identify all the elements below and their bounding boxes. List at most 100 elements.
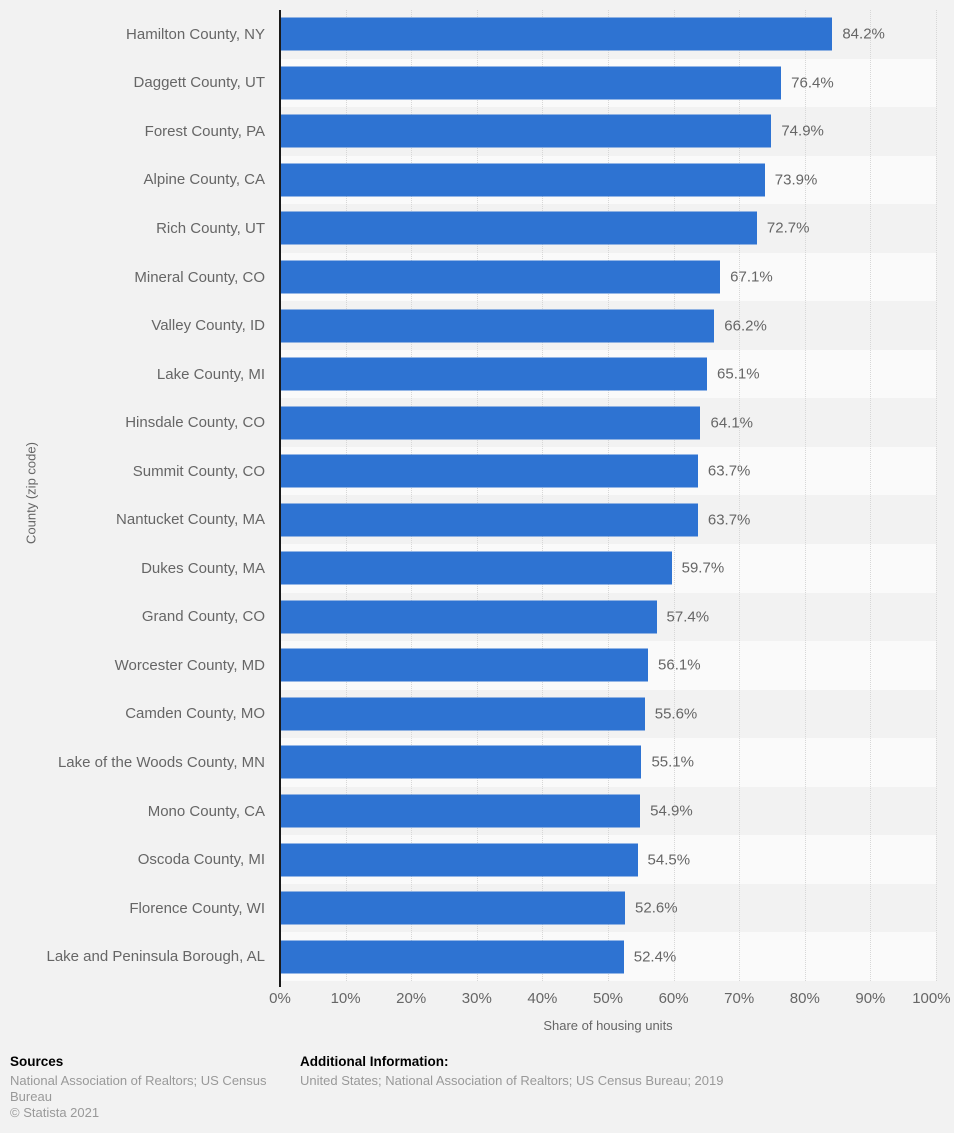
value-label: 84.2% xyxy=(842,25,885,43)
value-label: 66.2% xyxy=(724,317,767,335)
additional-info-text: United States; National Association of R… xyxy=(300,1073,724,1088)
y-axis-line xyxy=(279,10,281,987)
chart-row: Lake of the Woods County, MN 55.1% xyxy=(0,738,936,787)
row-band: 64.1% xyxy=(280,398,936,447)
row-band: 66.2% xyxy=(280,301,936,350)
row-band: 76.4% xyxy=(280,58,936,108)
chart-row: Nantucket County, MA 63.7% xyxy=(0,495,936,545)
copyright-notice: © Statista 2021 xyxy=(10,1105,100,1120)
row-band: 54.5% xyxy=(280,835,936,884)
category-label: Camden County, MO xyxy=(125,705,265,723)
bar xyxy=(280,309,715,343)
row-band: 59.7% xyxy=(280,544,936,593)
sources-text: National Association of Realtors; US Cen… xyxy=(10,1073,267,1104)
value-label: 59.7% xyxy=(681,559,725,577)
bar xyxy=(280,697,645,731)
row-band: 84.2% xyxy=(280,10,936,59)
gridline xyxy=(936,10,937,981)
row-band: 74.9% xyxy=(280,107,936,156)
additional-info-block: Additional Information: United States; N… xyxy=(300,1054,940,1089)
chart-row: Alpine County, CA 73.9% xyxy=(0,155,936,205)
row-band: 67.1% xyxy=(280,252,936,302)
row-band: 52.6% xyxy=(280,883,936,933)
x-tick: 100% xyxy=(912,990,951,1007)
category-label: Forest County, PA xyxy=(144,122,265,140)
x-tick: 80% xyxy=(789,990,820,1007)
value-label: 54.9% xyxy=(650,802,693,820)
category-label: Valley County, ID xyxy=(151,317,265,335)
x-tick: 30% xyxy=(461,990,492,1007)
chart-row: Mono County, CA 54.9% xyxy=(0,786,936,836)
value-label: 76.4% xyxy=(791,74,834,92)
value-label: 52.6% xyxy=(635,899,678,917)
chart-row: Grand County, CO 57.4% xyxy=(0,592,936,642)
chart-row: Valley County, ID 66.2% xyxy=(0,301,936,350)
row-band: 55.1% xyxy=(280,738,936,787)
bar xyxy=(280,163,765,197)
chart-row: Summit County, CO 63.7% xyxy=(0,446,936,496)
category-label: Summit County, CO xyxy=(132,462,265,480)
chart-row: Daggett County, UT 76.4% xyxy=(0,58,936,108)
bar xyxy=(280,17,833,51)
category-label: Rich County, UT xyxy=(156,219,265,237)
row-band: 54.9% xyxy=(280,786,936,836)
category-label: Daggett County, UT xyxy=(133,74,265,92)
row-band: 55.6% xyxy=(280,689,936,739)
bar xyxy=(280,357,708,391)
row-band: 52.4% xyxy=(280,932,936,981)
chart-row: Dukes County, MA 59.7% xyxy=(0,544,936,593)
additional-info-heading: Additional Information: xyxy=(300,1054,449,1069)
category-label: Mono County, CA xyxy=(147,802,265,820)
bar xyxy=(280,843,638,877)
category-label: Mineral County, CO xyxy=(134,268,265,286)
value-label: 72.7% xyxy=(766,219,810,237)
row-band: 73.9% xyxy=(280,155,936,205)
x-axis-title: Share of housing units xyxy=(543,1018,673,1033)
chart-row: Forest County, PA 74.9% xyxy=(0,107,936,156)
value-label: 63.7% xyxy=(707,511,751,529)
bar xyxy=(280,600,657,634)
bar xyxy=(280,211,757,245)
chart-row: Lake County, MI 65.1% xyxy=(0,349,936,399)
value-label: 64.1% xyxy=(710,414,754,432)
bar xyxy=(280,940,624,974)
row-band: 56.1% xyxy=(280,641,936,690)
x-tick: 20% xyxy=(396,990,427,1007)
bar xyxy=(280,745,642,779)
value-label: 65.1% xyxy=(717,365,760,383)
bar xyxy=(280,551,672,585)
x-tick: 0% xyxy=(269,990,291,1007)
bar xyxy=(280,648,649,682)
chart-row: Mineral County, CO 67.1% xyxy=(0,252,936,302)
bar xyxy=(280,406,701,440)
bar xyxy=(280,794,641,828)
category-label: Dukes County, MA xyxy=(141,559,265,577)
category-label: Lake and Peninsula Borough, AL xyxy=(46,948,265,966)
chart-row: Lake and Peninsula Borough, AL 52.4% xyxy=(0,932,936,981)
value-label: 56.1% xyxy=(658,656,701,674)
x-tick: 40% xyxy=(527,990,558,1007)
bar xyxy=(280,891,626,925)
category-label: Hinsdale County, CO xyxy=(125,414,265,432)
category-label: Alpine County, CA xyxy=(143,171,265,189)
x-tick: 50% xyxy=(592,990,624,1007)
row-band: 72.7% xyxy=(280,204,936,253)
category-label: Hamilton County, NY xyxy=(126,25,265,43)
bar-rows: Hamilton County, NY 84.2% Daggett County… xyxy=(0,10,936,981)
sources-block: Sources National Association of Realtors… xyxy=(10,1054,302,1121)
chart-row: Rich County, UT 72.7% xyxy=(0,204,936,253)
sources-heading: Sources xyxy=(10,1054,64,1069)
bar xyxy=(280,503,698,537)
chart-row: Worcester County, MD 56.1% xyxy=(0,641,936,690)
value-label: 73.9% xyxy=(774,171,818,189)
value-label: 55.6% xyxy=(654,705,698,723)
category-label: Nantucket County, MA xyxy=(116,511,265,529)
x-tick: 10% xyxy=(330,990,361,1007)
value-label: 55.1% xyxy=(651,753,694,771)
chart-row: Hamilton County, NY 84.2% xyxy=(0,10,936,59)
value-label: 57.4% xyxy=(666,608,710,626)
bar xyxy=(280,260,721,294)
row-band: 63.7% xyxy=(280,446,936,496)
x-tick: 70% xyxy=(724,990,755,1007)
